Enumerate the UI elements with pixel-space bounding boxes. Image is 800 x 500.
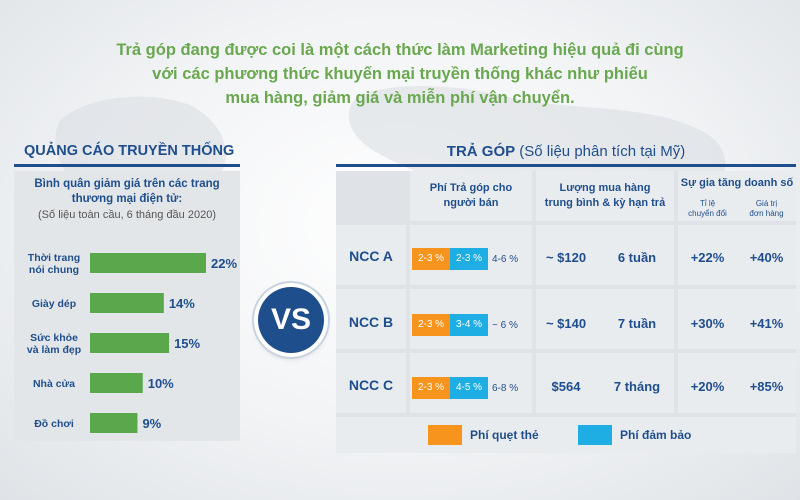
category-label: Thời trang nói chung	[28, 252, 80, 276]
headline-line-1: Trả góp đang được coi là một cách thức l…	[116, 41, 684, 59]
row-a-fee-total: 4-6 %	[492, 254, 519, 265]
row-a-amount: ~ $120	[545, 250, 587, 265]
header-fee: Phí Trả góp cho người bán	[410, 171, 532, 221]
row-b-amount-bg	[536, 289, 674, 349]
chart-title-line-2: thương mại điện tử:	[71, 193, 183, 205]
category-label: Giày dép	[32, 298, 76, 310]
header-growth: Sự gia tăng doanh số Tỉ lệ chuyển đổi Gi…	[678, 171, 796, 221]
row-c-order-value: +85%	[749, 379, 784, 394]
row-a-amount-bg	[536, 225, 674, 285]
headline-line-2: với các phương thức khuyến mại truyền th…	[152, 65, 648, 83]
row-a-name-bg	[336, 225, 406, 285]
bar	[90, 413, 138, 433]
legend-bg	[336, 417, 796, 453]
header-amount-line-1: Lượng mua hàng	[559, 182, 651, 194]
value-label: 22%	[211, 256, 237, 271]
right-title-rest: (Số liệu phân tích tại Mỹ)	[515, 143, 686, 160]
discount-bar-chart: Thời trang nói chung 22% Giày dép 14% Sức khỏ…	[27, 252, 237, 433]
row-b-growth-bg	[678, 289, 796, 349]
row-b-conversion: +30%	[690, 316, 725, 331]
row-c-fee-card: 2-3 %	[412, 377, 450, 399]
row-c-fee-total: 6-8 %	[492, 383, 519, 394]
left-title-underline	[14, 164, 240, 167]
row-a-conversion: +22%	[690, 250, 725, 265]
right-section-title: TRẢ GÓP (Số liệu phân tích tại Mỹ)	[336, 143, 796, 160]
row-a-term: 6 tuần	[617, 250, 657, 265]
legend-label-card-fee: Phí quẹt thẻ	[470, 428, 539, 442]
row-b-amount: ~ $140	[545, 316, 587, 331]
header-amount: Lượng mua hàng trung bình & kỳ hạn trả	[536, 171, 674, 221]
headline-line-3: mua hàng, giảm giá và miễn phí vận chuyể…	[225, 89, 575, 107]
row-b-term: 7 tuần	[617, 316, 657, 331]
row-a-fee-guarantee: 2-3 %	[450, 248, 488, 270]
value-label: 15%	[174, 336, 200, 351]
left-panel: Bình quân giảm giá trên các trang thương…	[14, 171, 240, 441]
row-b-name-bg	[336, 289, 406, 349]
row-a-name: NCC A	[349, 248, 393, 264]
row-c-fee-guarantee: 4-5 %	[450, 377, 488, 399]
row-c-amount: $564	[551, 379, 581, 394]
row-b-name: NCC B	[348, 314, 394, 330]
header-growth-order-value: Giá trị đơn hàng	[737, 199, 796, 219]
header-order-line-2: đơn hàng	[749, 209, 784, 218]
category-label: Đồ chơi	[34, 418, 74, 430]
category-label: Nhà cửa	[33, 378, 75, 390]
chart-title: Bình quân giảm giá trên các trang thương…	[14, 177, 240, 207]
bar	[90, 253, 206, 273]
row-c-amount-bg	[536, 353, 674, 413]
header-amount-line-2: trung bình & kỳ hạn trả	[544, 197, 666, 209]
header-conversion-line-1: Tỉ lệ	[699, 199, 716, 208]
row-a-order-value: +40%	[749, 250, 784, 265]
row-c-name-bg	[336, 353, 406, 413]
header-fee-line-1: Phí Trả góp cho	[429, 182, 513, 194]
legend-swatch-guarantee-fee	[578, 425, 612, 445]
row-b-fee-total: ~ 6 %	[492, 320, 518, 331]
row-b-fee-guarantee: 3-4 %	[450, 314, 488, 336]
row-b-fee-card: 2-3 %	[412, 314, 450, 336]
bar	[90, 333, 170, 353]
row-c-name: NCC C	[348, 377, 394, 393]
bar	[90, 293, 164, 313]
bar	[90, 373, 143, 393]
headline: Trả góp đang được coi là một cách thức l…	[60, 38, 740, 110]
row-a-growth-bg	[678, 225, 796, 285]
right-title-bold: TRẢ GÓP	[446, 143, 516, 160]
chart-title-line-1: Bình quân giảm giá trên các trang	[34, 178, 220, 190]
header-order-line-1: Giá trị	[755, 199, 778, 208]
row-b-order-value: +41%	[749, 316, 784, 331]
header-growth-label: Sự gia tăng doanh số	[680, 177, 794, 189]
row-c-growth-bg	[678, 353, 796, 413]
header-fee-line-2: người bán	[443, 197, 499, 209]
legend-label-guarantee-fee: Phí đảm bảo	[620, 428, 692, 442]
category-label: Sức khỏe và làm đẹp	[27, 332, 81, 356]
row-c-conversion: +20%	[690, 379, 725, 394]
value-label: 9%	[142, 416, 161, 431]
value-label: 10%	[148, 376, 174, 391]
row-a-fee-card: 2-3 %	[412, 248, 450, 270]
left-section-title: QUẢNG CÁO TRUYỀN THỐNG	[24, 143, 235, 159]
chart-note: (Số liệu toàn cầu, 6 tháng đầu 2020)	[38, 209, 216, 221]
value-label: 14%	[169, 296, 195, 311]
vs-badge: VS	[258, 287, 324, 353]
row-c-term: 7 tháng	[613, 379, 661, 394]
header-conversion-line-2: chuyển đổi	[688, 209, 727, 218]
installment-table: Phí Trả góp cho người bán Lượng mua hàng…	[336, 171, 796, 453]
right-title-underline	[336, 164, 796, 167]
header-growth-conversion: Tỉ lệ chuyển đổi	[678, 199, 737, 219]
legend-swatch-card-fee	[428, 425, 462, 445]
